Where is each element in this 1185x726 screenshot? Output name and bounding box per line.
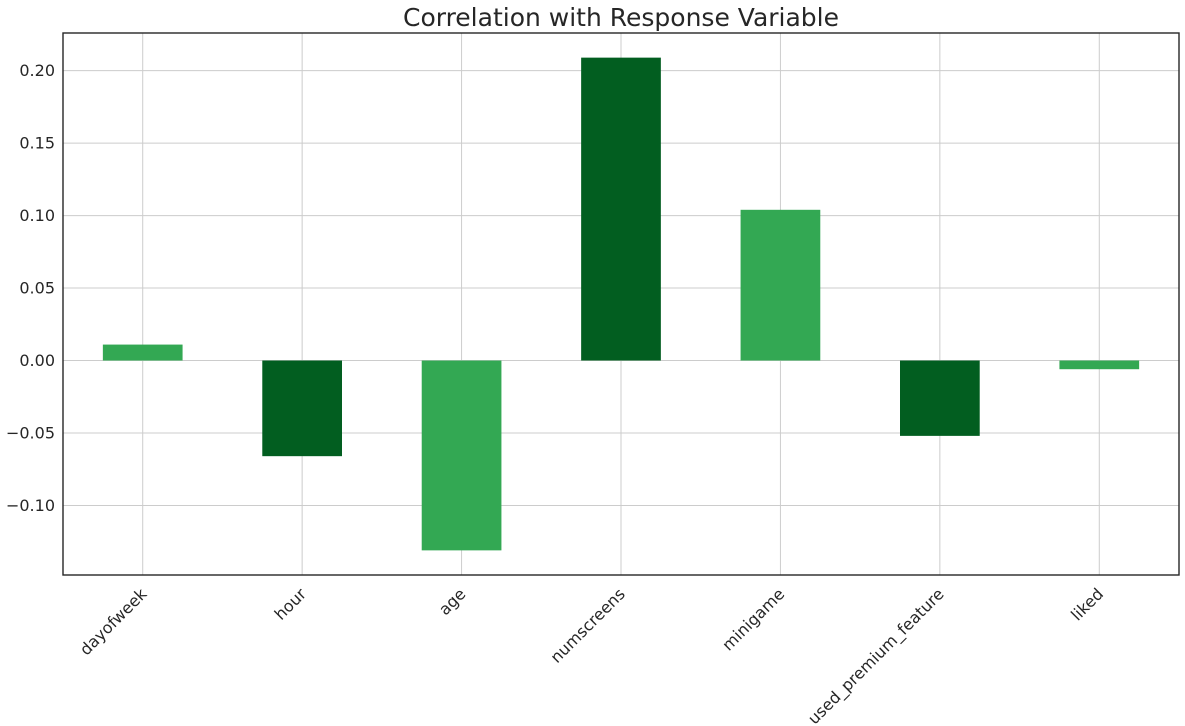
bar-minigame <box>740 209 821 361</box>
x-tick-label: minigame <box>718 584 788 654</box>
bar-dayofweek <box>102 344 183 361</box>
y-tick-label: −0.05 <box>6 423 55 442</box>
bar-hour <box>262 360 342 457</box>
y-tick-label: 0.15 <box>19 134 55 153</box>
y-tick-label: 0.20 <box>19 61 55 80</box>
x-tick-label: age <box>435 584 470 619</box>
bar-used-premium-feature <box>900 360 980 436</box>
x-axis-ticks: dayofweek hour age numscreens minigame used_p… <box>76 584 1107 726</box>
x-tick-label: numscreens <box>547 584 629 666</box>
x-tick-label: used_premium_feature <box>804 584 948 726</box>
y-axis-ticks: −0.10 −0.05 0.00 0.05 0.10 0.15 0.20 <box>6 61 55 515</box>
y-tick-label: 0.05 <box>19 279 55 298</box>
x-tick-label: liked <box>1067 584 1107 624</box>
bar-liked <box>1059 360 1140 370</box>
y-tick-label: 0.10 <box>19 206 55 225</box>
bar-numscreens <box>581 57 661 361</box>
bars <box>102 57 1140 551</box>
y-tick-label: −0.10 <box>6 496 55 515</box>
y-tick-label: 0.00 <box>19 351 55 370</box>
chart-title: Correlation with Response Variable <box>403 3 839 32</box>
bar-age <box>421 360 502 551</box>
x-tick-label: hour <box>271 584 311 624</box>
x-tick-label: dayofweek <box>76 584 151 659</box>
plot-frame <box>62 32 1180 576</box>
